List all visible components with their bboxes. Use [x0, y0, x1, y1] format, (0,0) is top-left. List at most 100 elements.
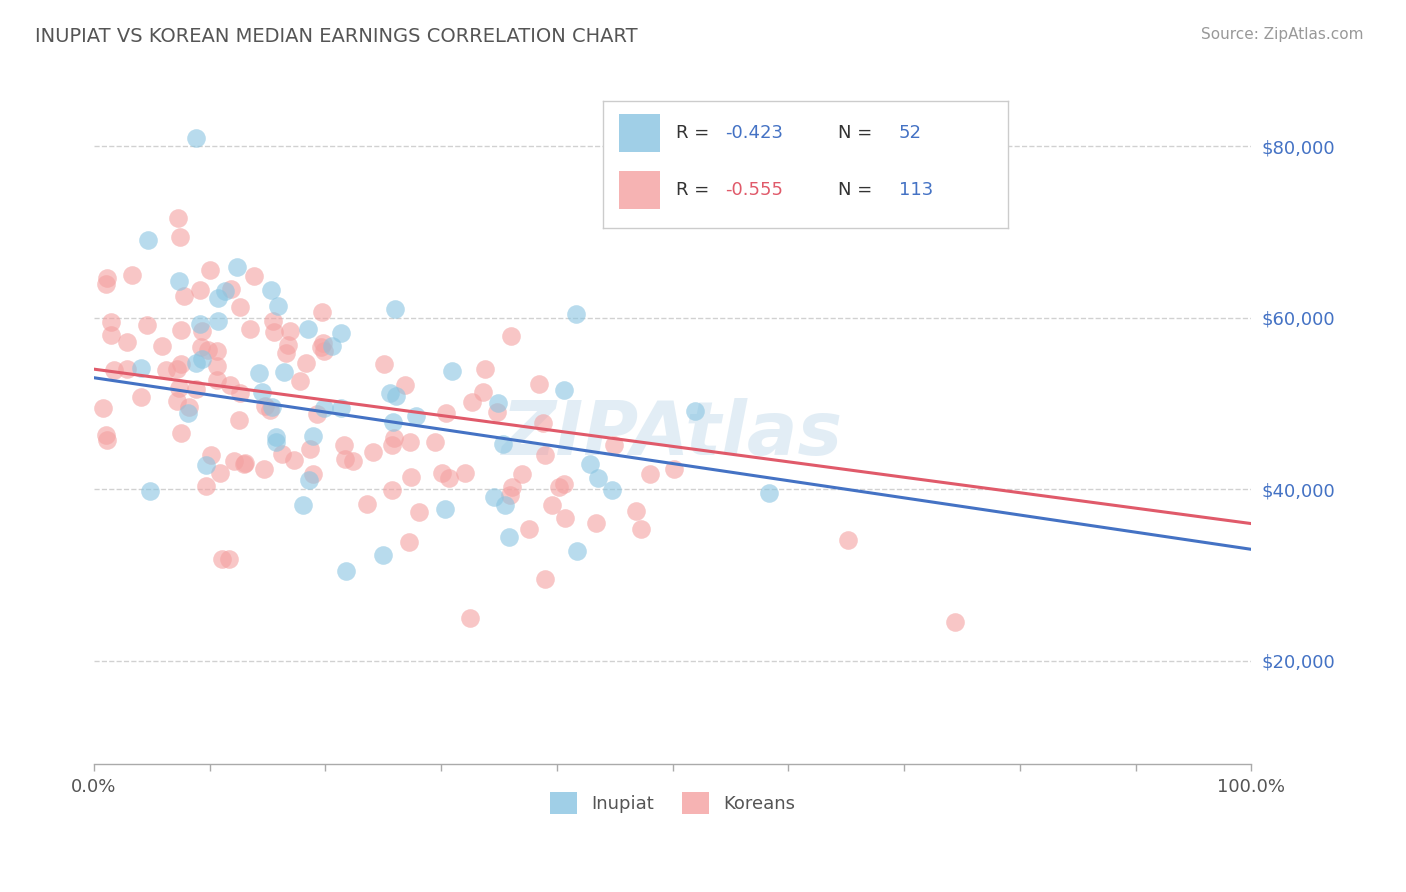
Point	[321, 339, 343, 353]
Point	[494, 498, 516, 512]
Point	[309, 340, 332, 354]
Point	[219, 377, 242, 392]
Point	[233, 457, 256, 471]
Point	[553, 476, 575, 491]
Point	[548, 480, 571, 494]
Point	[312, 344, 335, 359]
Point	[492, 436, 515, 450]
Point	[96, 434, 118, 448]
Point	[205, 359, 228, 373]
Point	[373, 357, 395, 371]
Point	[333, 452, 356, 467]
Point	[482, 490, 505, 504]
Point	[578, 458, 600, 472]
Point	[139, 483, 162, 498]
Point	[361, 445, 384, 459]
Point	[228, 413, 250, 427]
Point	[198, 262, 221, 277]
Point	[638, 467, 661, 482]
Point	[398, 534, 420, 549]
Point	[195, 479, 218, 493]
Point	[603, 438, 626, 452]
Point	[129, 391, 152, 405]
Point	[541, 498, 564, 512]
Point	[209, 467, 232, 481]
Point	[297, 321, 319, 335]
Point	[685, 404, 707, 418]
Point	[499, 329, 522, 343]
Point	[270, 446, 292, 460]
Point	[170, 323, 193, 337]
Point	[167, 381, 190, 395]
Point	[585, 516, 607, 531]
Point	[408, 505, 430, 519]
Point	[169, 274, 191, 288]
Point	[200, 448, 222, 462]
Point	[115, 362, 138, 376]
Point	[486, 396, 509, 410]
Point	[229, 300, 252, 314]
Point	[458, 611, 481, 625]
Point	[380, 386, 402, 401]
Point	[274, 346, 297, 360]
Point	[356, 497, 378, 511]
Point	[283, 453, 305, 467]
Point	[184, 131, 207, 145]
Point	[166, 211, 188, 226]
Point	[295, 356, 318, 370]
Point	[155, 362, 177, 376]
Point	[399, 470, 422, 484]
Point	[194, 458, 217, 472]
Point	[259, 402, 281, 417]
Point	[302, 429, 325, 443]
Point	[247, 366, 270, 380]
Point	[150, 339, 173, 353]
Point	[626, 504, 648, 518]
Point	[266, 430, 288, 444]
Point	[96, 271, 118, 285]
Point	[184, 355, 207, 369]
Point	[253, 462, 276, 476]
Point	[170, 357, 193, 371]
Point	[565, 308, 588, 322]
Point	[529, 377, 551, 392]
Point	[329, 326, 352, 341]
Point	[260, 283, 283, 297]
Point	[405, 409, 427, 424]
Point	[381, 437, 404, 451]
Point	[96, 427, 118, 442]
Point	[290, 374, 312, 388]
Point	[207, 344, 229, 359]
Point	[263, 326, 285, 340]
Point	[177, 406, 200, 420]
Point	[510, 467, 533, 482]
Point	[531, 416, 554, 430]
Point	[311, 305, 333, 319]
Point	[103, 363, 125, 377]
Point	[433, 501, 456, 516]
Point	[100, 315, 122, 329]
Point	[299, 442, 322, 456]
Point	[301, 467, 323, 481]
Point	[207, 314, 229, 328]
Point	[136, 234, 159, 248]
Point	[266, 435, 288, 450]
Point	[312, 401, 335, 416]
Point	[91, 401, 114, 415]
Point	[394, 377, 416, 392]
Point	[384, 301, 406, 316]
Point	[273, 366, 295, 380]
Point	[239, 321, 262, 335]
Point	[837, 533, 859, 547]
Point	[471, 384, 494, 399]
Point	[233, 457, 256, 471]
Point	[169, 230, 191, 244]
Point	[242, 268, 264, 283]
Point	[229, 386, 252, 401]
Point	[173, 289, 195, 303]
Point	[197, 343, 219, 358]
Point	[600, 483, 623, 497]
Point	[382, 415, 405, 429]
Point	[278, 324, 301, 338]
Point	[499, 488, 522, 502]
